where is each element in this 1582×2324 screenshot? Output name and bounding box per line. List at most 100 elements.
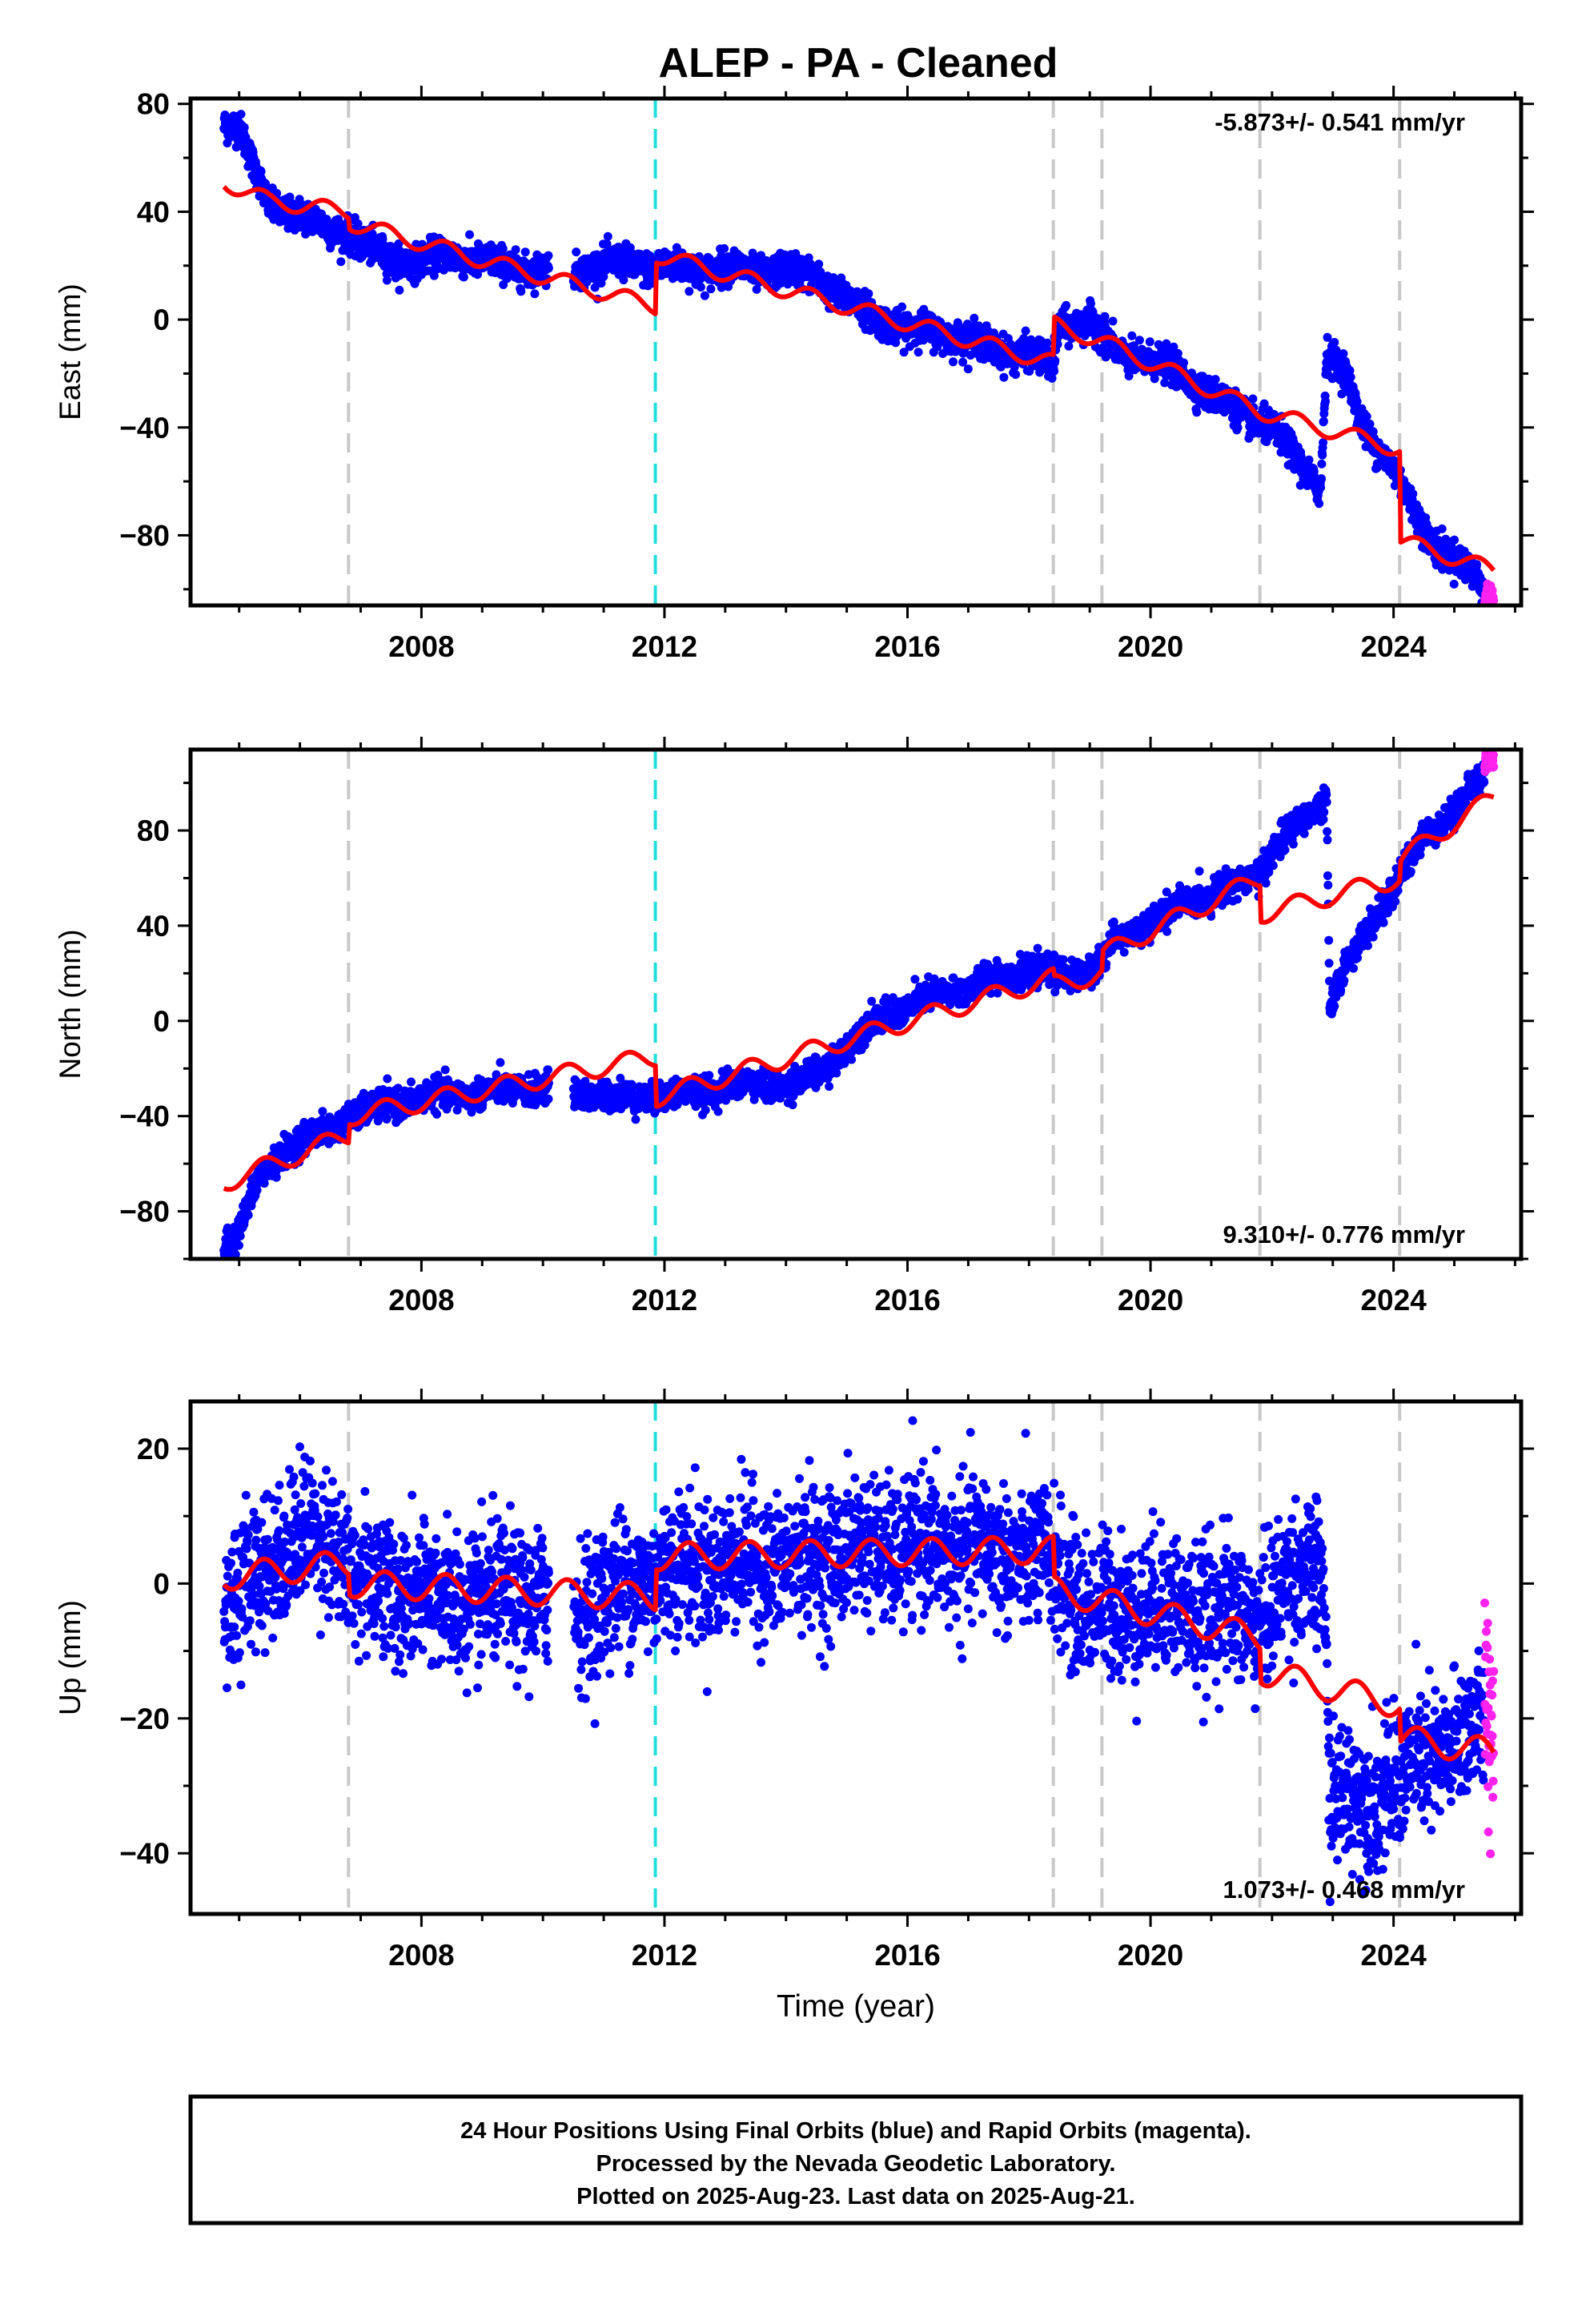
final-orbit-point [949,357,958,367]
final-orbit-point [696,283,705,292]
final-orbit-point [1304,455,1314,464]
final-orbit-point [544,263,553,273]
final-orbit-point [1408,489,1418,499]
final-orbit-point [516,287,526,296]
final-orbit-point [1050,356,1060,365]
y-tick-label: −80 [119,519,170,552]
final-orbit-point [1127,331,1137,340]
final-orbit-point [271,1172,281,1182]
final-orbit-point [706,284,716,294]
y-tick-label: 40 [137,195,170,228]
final-orbit-point [572,247,581,257]
final-orbit-point [1317,459,1327,468]
x-tick-label: 2008 [388,630,454,663]
final-orbit-point [243,1210,253,1220]
final-orbit-point [301,229,311,239]
final-orbit-point [602,239,612,249]
final-orbit-point [963,364,973,374]
y-tick-label: −40 [119,412,170,444]
final-orbit-point [631,1115,640,1124]
final-orbit-point [1472,560,1482,569]
final-orbit-point [235,1240,243,1250]
final-orbit-point [383,1074,392,1084]
final-orbit-point [1450,535,1460,545]
final-orbit-point [1050,367,1059,376]
final-orbit-point [429,271,439,280]
final-orbit-point [864,289,873,299]
final-orbit-point [1134,336,1144,345]
final-orbit-point [1315,499,1324,509]
final-orbit-point [336,257,346,267]
final-orbit-point [913,348,923,357]
final-orbit-point [407,1077,416,1087]
final-orbit-point [1064,341,1074,351]
final-orbit-point [520,247,530,257]
final-orbit-point [1192,408,1202,417]
final-orbit-point [544,1094,553,1104]
final-orbit-point [252,1185,262,1195]
final-orbit-point [473,270,482,279]
final-orbit-point [235,1231,245,1240]
final-orbit-point [465,230,474,239]
final-orbit-point [256,167,266,176]
final-orbit-point [720,243,729,253]
final-orbit-point [999,372,1009,382]
final-orbit-point [1319,416,1328,426]
final-orbit-point [530,289,540,299]
final-orbit-point [353,219,363,228]
final-orbit-point [378,235,387,244]
final-orbit-point [459,272,468,282]
y-axis-label: East (mm) [54,283,86,420]
final-orbit-point [717,283,726,292]
final-orbit-point [1316,483,1326,493]
final-orbit-point [318,1107,327,1116]
final-orbit-point [814,259,824,269]
final-orbit-point [498,244,508,254]
final-orbit-point [511,245,520,255]
final-orbit-point [685,287,694,296]
x-tick-label: 2012 [632,630,697,663]
final-orbit-point [752,284,761,294]
final-orbit-point [1108,316,1118,326]
final-orbit-point [1145,337,1154,347]
final-orbit-point [544,251,553,260]
final-orbit-point [1011,370,1021,380]
final-orbit-point [432,1109,442,1119]
velocity-annotation: -5.873+/- 0.541 mm/yr [1215,108,1465,136]
final-orbit-point [1100,312,1110,321]
final-orbit-point [897,302,907,312]
final-orbit-point [1179,358,1188,368]
final-orbit-point [1362,412,1371,421]
final-orbit-point [1062,300,1071,310]
final-orbit-point [382,275,391,285]
final-orbit-point [1248,394,1258,404]
figure-title: ALEP - PA - Cleaned [659,40,1058,86]
final-orbit-point [1317,474,1326,484]
final-orbit-point [544,1065,553,1075]
final-orbit-point [603,231,612,241]
final-orbit-point [1233,423,1243,432]
final-orbit-point [394,239,404,248]
final-orbit-point [1021,326,1030,336]
plot-area [219,110,1499,605]
x-tick-label: 2020 [1118,630,1183,663]
y-tick-label: 0 [153,304,170,336]
final-orbit-point [382,1113,391,1123]
final-orbit-point [1437,524,1447,533]
final-orbit-point [1449,579,1459,589]
x-tick-label: 2016 [874,630,940,663]
final-orbit-point [1211,375,1220,384]
final-orbit-point [440,1065,450,1075]
final-orbit-point [700,291,709,300]
final-orbit-point [1321,396,1330,406]
final-orbit-point [1042,338,1052,348]
final-orbit-point [239,123,249,132]
final-orbit-point [619,275,628,285]
final-orbit-point [236,110,246,119]
final-orbit-point [672,243,681,252]
y-tick-label: 80 [137,88,170,121]
final-orbit-point [590,283,600,292]
